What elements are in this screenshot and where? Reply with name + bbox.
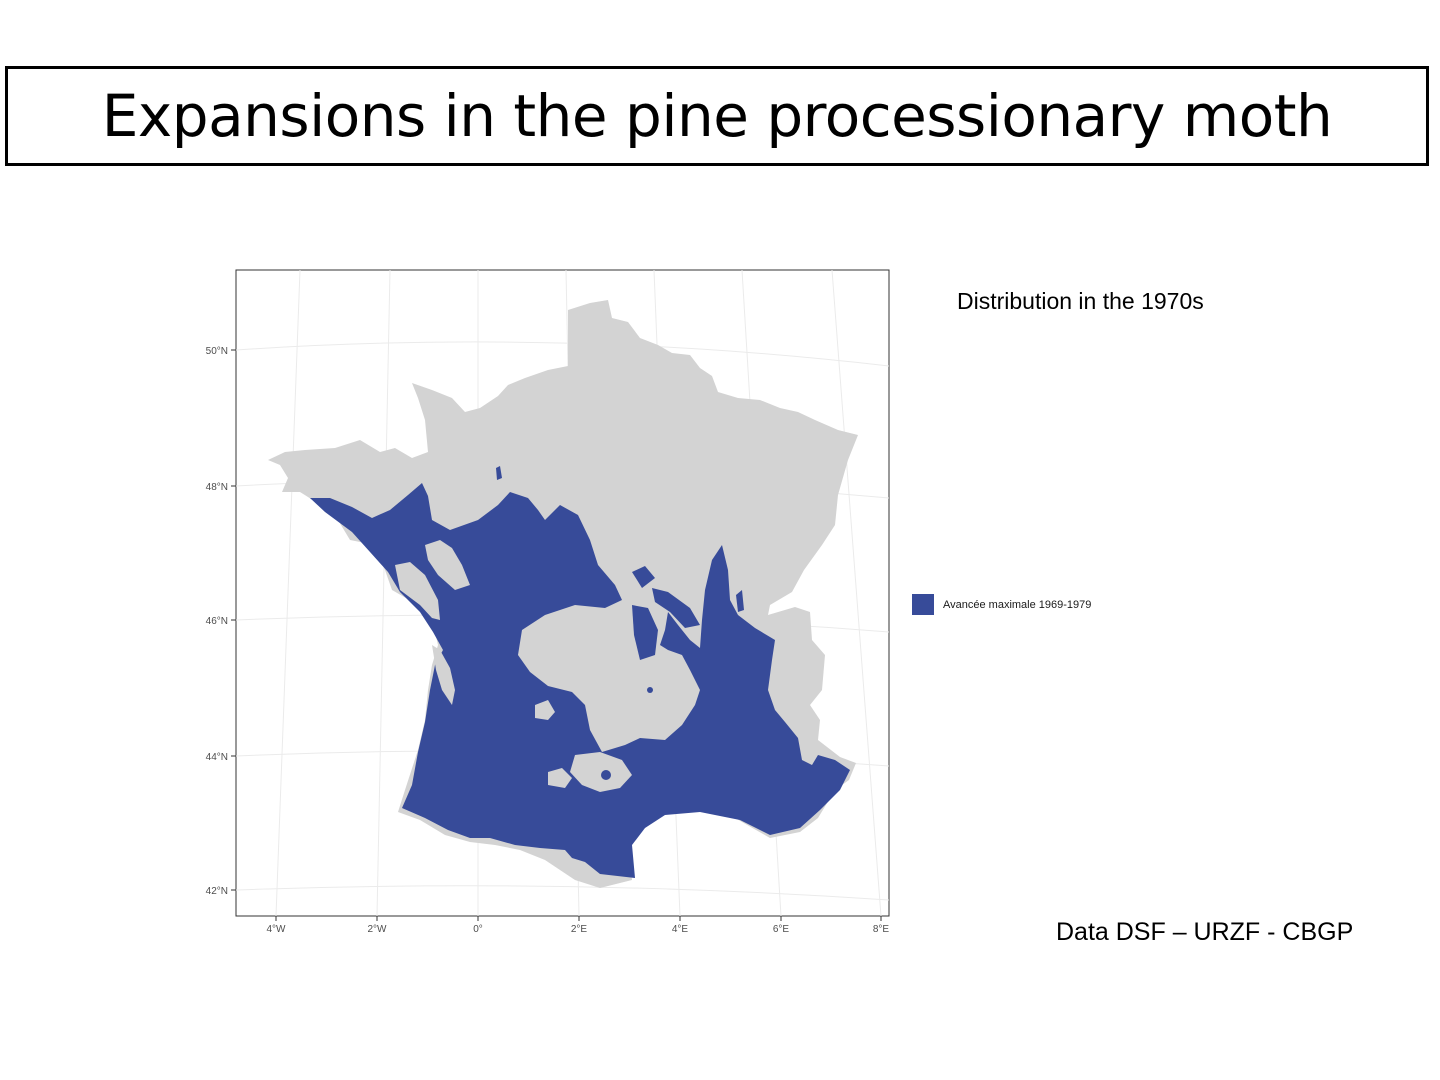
- lat-label: 42°N: [206, 886, 228, 897]
- lon-label: 4°W: [267, 924, 287, 935]
- lat-label: 46°N: [206, 616, 228, 627]
- lon-label: 2°E: [571, 924, 588, 935]
- lat-label: 50°N: [206, 346, 228, 357]
- lon-label: 8°E: [873, 924, 890, 935]
- map-legend: Avancée maximale 1969-1979: [912, 594, 1091, 615]
- lon-label: 6°E: [773, 924, 790, 935]
- lat-label: 48°N: [206, 482, 228, 493]
- slide-title: Expansions in the pine processionary mot…: [101, 82, 1333, 150]
- lon-label: 0°: [473, 924, 483, 935]
- legend-label: Avancée maximale 1969-1979: [943, 598, 1092, 611]
- distribution-gaps: [395, 540, 632, 792]
- legend-swatch: [912, 594, 934, 615]
- slide-title-box: Expansions in the pine processionary mot…: [5, 66, 1429, 166]
- distribution-area: [310, 466, 850, 878]
- lon-label: 4°E: [672, 924, 689, 935]
- map-subtitle: Distribution in the 1970s: [957, 288, 1204, 314]
- distribution-spots: [601, 687, 653, 780]
- data-credit: Data DSF – URZF - CBGP: [1056, 918, 1354, 946]
- axis-ticks: [231, 349, 882, 921]
- lat-label: 44°N: [206, 752, 228, 763]
- lon-label: 2°W: [368, 924, 388, 935]
